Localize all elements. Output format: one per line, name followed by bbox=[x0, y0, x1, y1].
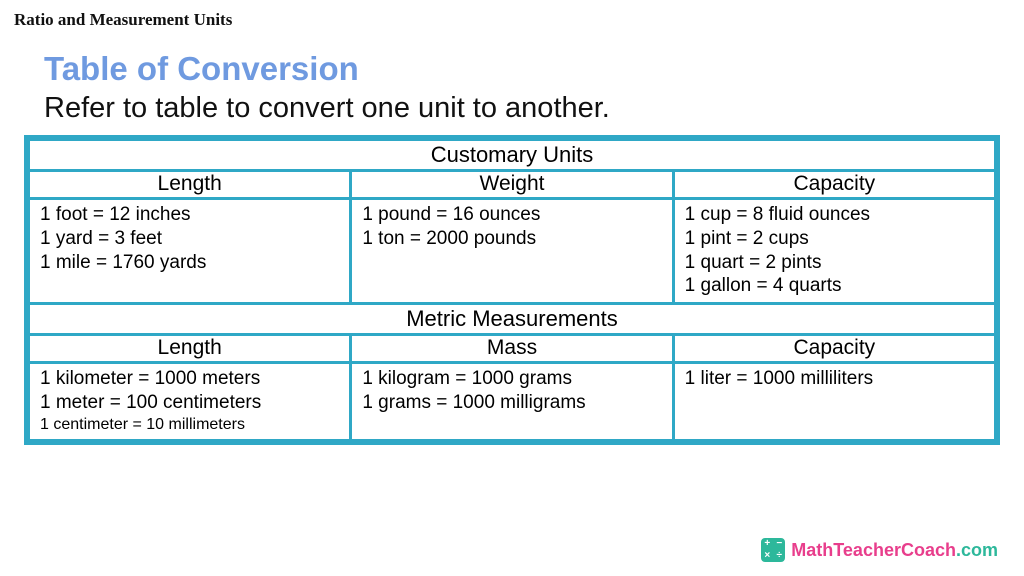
metric-col-length: Length bbox=[29, 335, 351, 363]
conv-row: 1 foot = 12 inches bbox=[40, 203, 339, 227]
conv-row: 1 meter = 100 centimeters bbox=[40, 391, 339, 415]
conv-row: 1 yard = 3 feet bbox=[40, 227, 339, 251]
conv-row: 1 liter = 1000 milliliters bbox=[685, 367, 984, 391]
page-header: Ratio and Measurement Units bbox=[0, 0, 1024, 30]
customary-section-header: Customary Units bbox=[29, 140, 996, 171]
customary-col-capacity: Capacity bbox=[673, 171, 995, 199]
metric-length-cell: 1 kilometer = 1000 meters 1 meter = 100 … bbox=[29, 363, 351, 441]
brand-tld: .com bbox=[956, 540, 998, 560]
metric-capacity-cell: 1 liter = 1000 milliliters bbox=[673, 363, 995, 441]
page-subtitle: Refer to table to convert one unit to an… bbox=[44, 92, 1024, 125]
customary-capacity-cell: 1 cup = 8 fluid ounces 1 pint = 2 cups 1… bbox=[673, 199, 995, 304]
customary-col-length: Length bbox=[29, 171, 351, 199]
conv-row: 1 cup = 8 fluid ounces bbox=[685, 203, 984, 227]
page-title: Table of Conversion bbox=[44, 50, 1024, 88]
conv-row: 1 pint = 2 cups bbox=[685, 227, 984, 251]
conv-row: 1 ton = 2000 pounds bbox=[362, 227, 661, 251]
metric-section-header: Metric Measurements bbox=[29, 304, 996, 335]
customary-length-cell: 1 foot = 12 inches 1 yard = 3 feet 1 mil… bbox=[29, 199, 351, 304]
conv-row: 1 kilometer = 1000 meters bbox=[40, 367, 339, 391]
conv-row: 1 grams = 1000 milligrams bbox=[362, 391, 661, 415]
metric-col-mass: Mass bbox=[351, 335, 673, 363]
brand-name: MathTeacherCoach bbox=[791, 540, 956, 560]
footer-brand: +−×÷ MathTeacherCoach.com bbox=[761, 538, 998, 562]
conv-row: 1 kilogram = 1000 grams bbox=[362, 367, 661, 391]
conv-row: 1 gallon = 4 quarts bbox=[685, 274, 984, 298]
customary-weight-cell: 1 pound = 16 ounces 1 ton = 2000 pounds bbox=[351, 199, 673, 304]
conv-row: 1 pound = 16 ounces bbox=[362, 203, 661, 227]
metric-mass-cell: 1 kilogram = 1000 grams 1 grams = 1000 m… bbox=[351, 363, 673, 441]
conv-row: 1 centimeter = 10 millimeters bbox=[40, 415, 339, 435]
conversion-table: Customary Units Length Weight Capacity 1… bbox=[24, 135, 1000, 445]
brand-text: MathTeacherCoach.com bbox=[791, 540, 998, 561]
metric-col-capacity: Capacity bbox=[673, 335, 995, 363]
conv-row: 1 quart = 2 pints bbox=[685, 251, 984, 275]
customary-col-weight: Weight bbox=[351, 171, 673, 199]
brand-logo-icon: +−×÷ bbox=[761, 538, 785, 562]
conv-row: 1 mile = 1760 yards bbox=[40, 251, 339, 275]
